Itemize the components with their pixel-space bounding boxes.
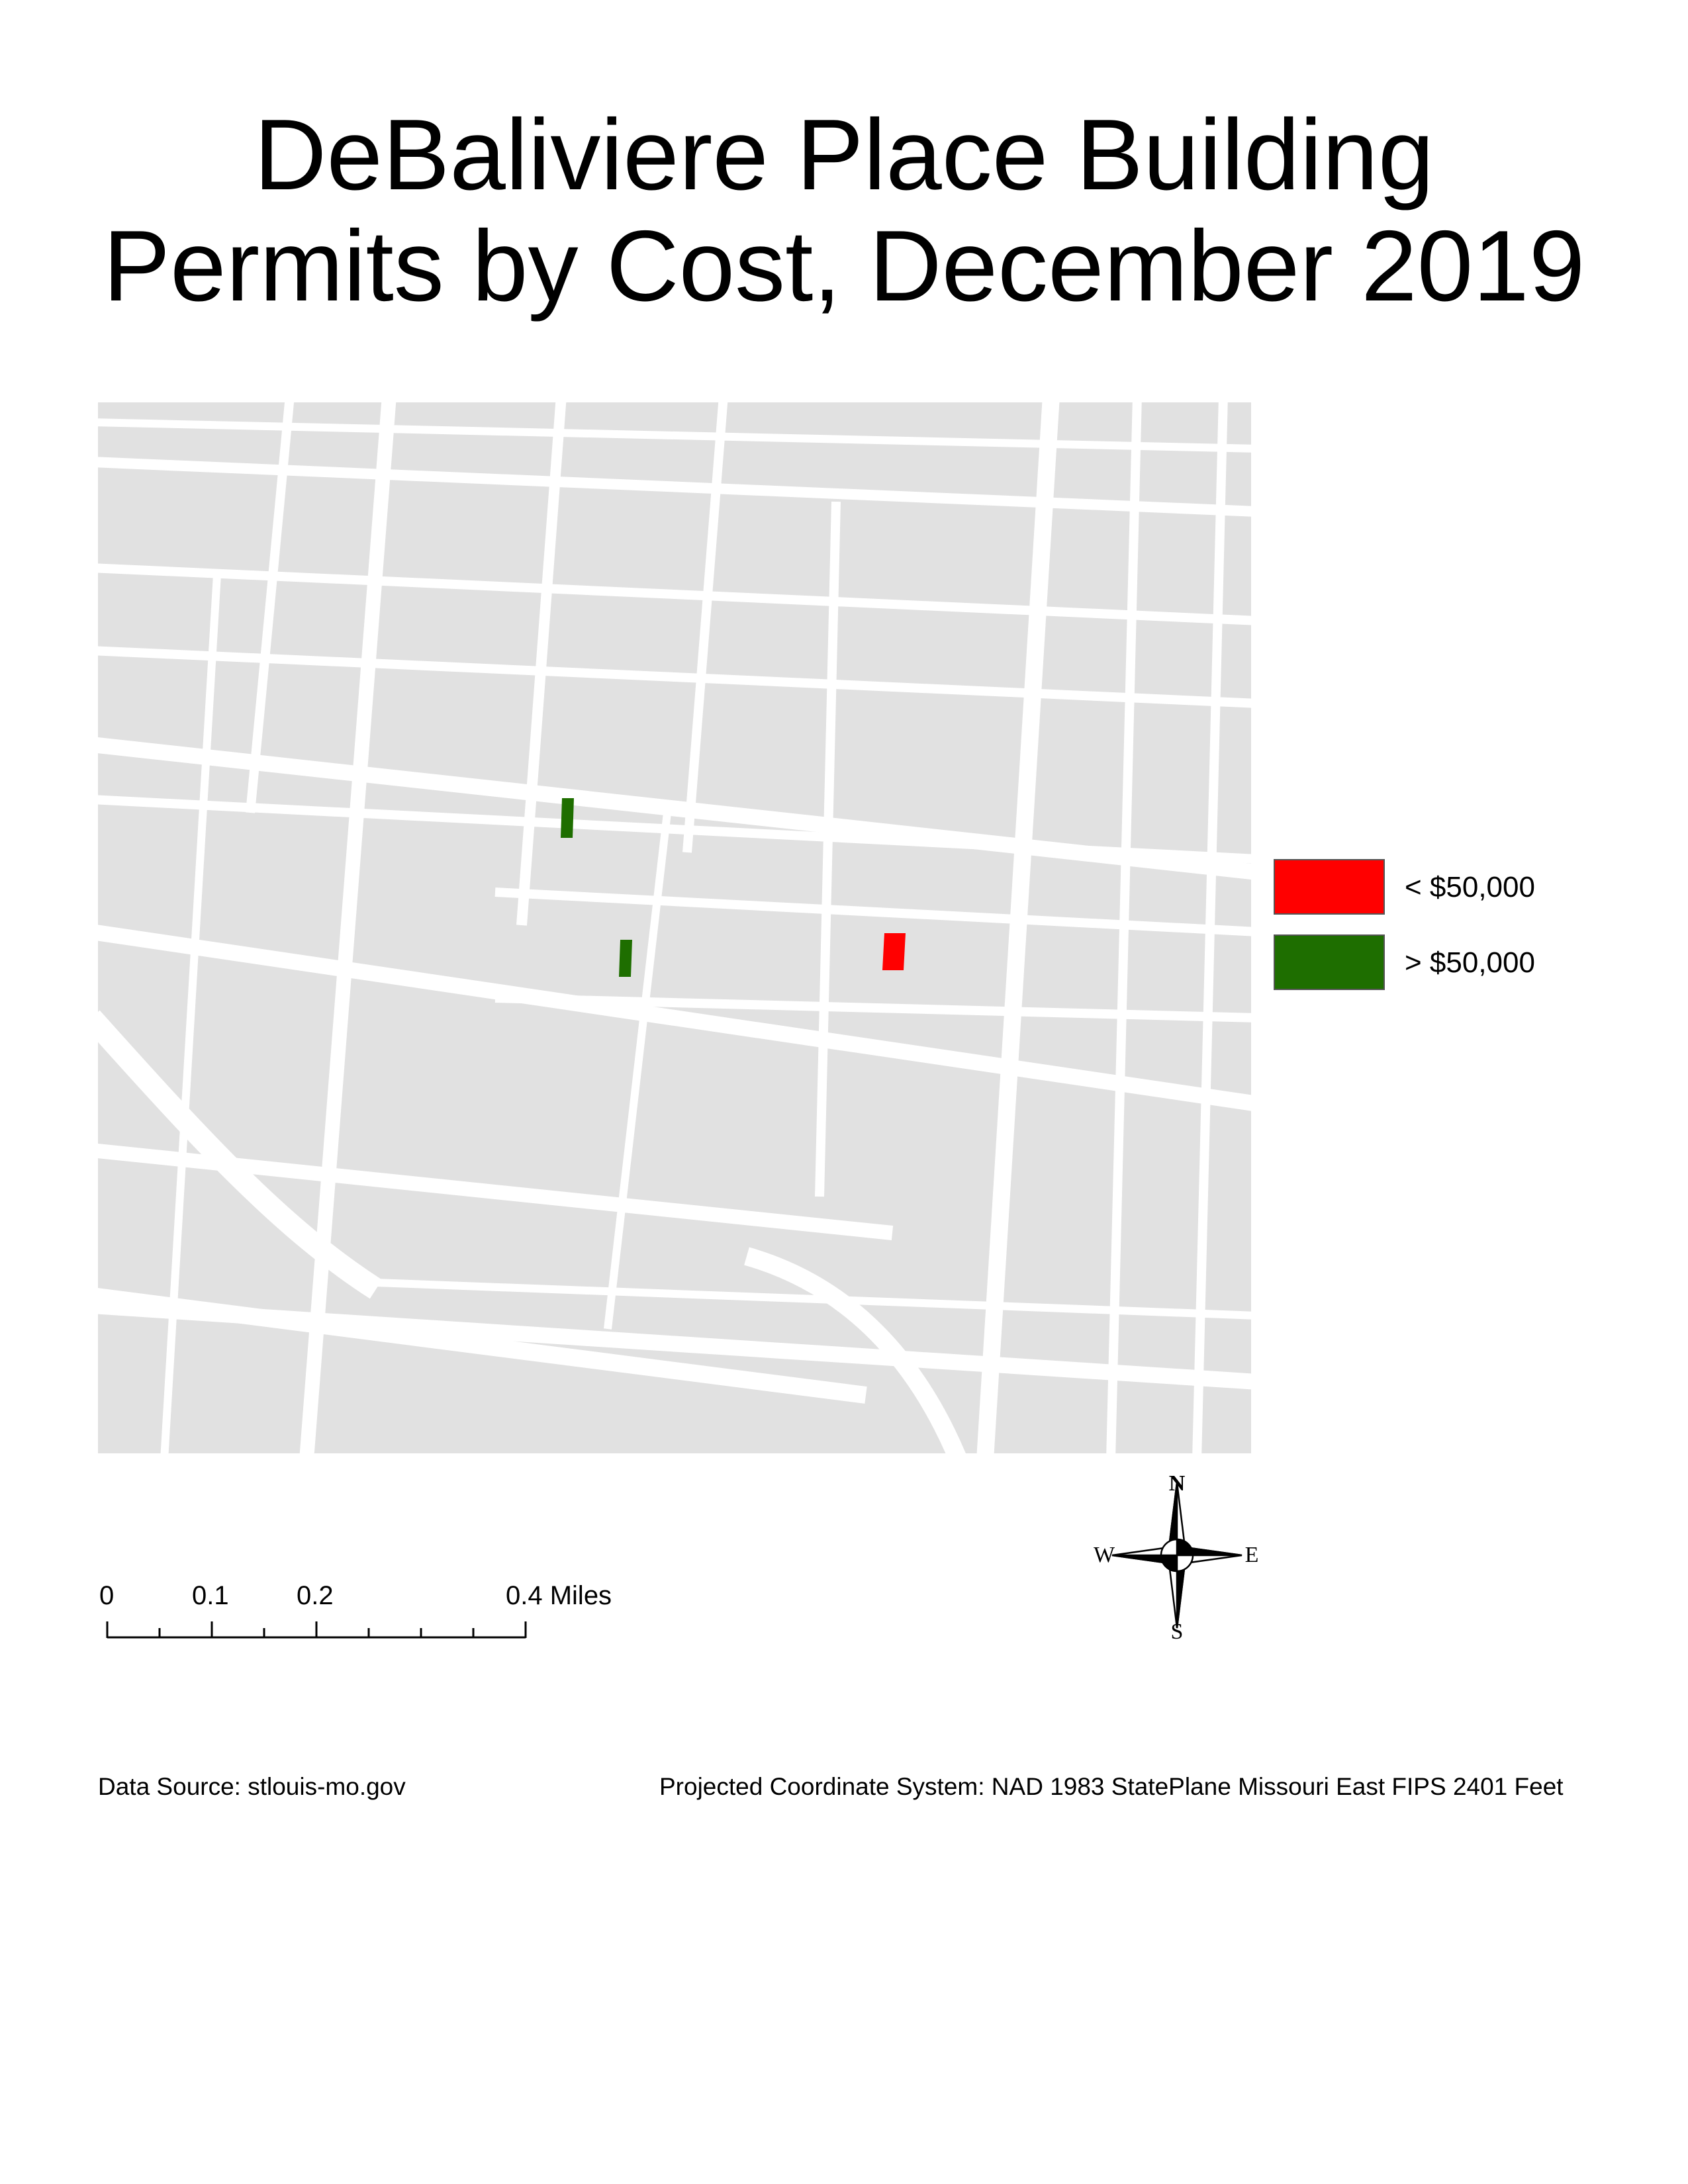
scale-bar: 0 0.1 0.2 0.4 Miles <box>99 1580 695 1660</box>
map-title: DeBaliviere Place Building Permits by Co… <box>0 99 1688 322</box>
map-title-line-2: Permits by Cost, December 2019 <box>103 210 1585 322</box>
street-map <box>98 402 1251 1453</box>
permit-parcel-over-50000 <box>561 798 574 838</box>
legend-label: > $50,000 <box>1405 946 1535 979</box>
projection-note: Projected Coordinate System: NAD 1983 St… <box>659 1773 1564 1800</box>
street <box>98 1288 867 1404</box>
compass-e-label: E <box>1245 1543 1259 1567</box>
curved-street <box>98 1010 383 1299</box>
street <box>98 925 1251 1111</box>
compass-quadrant <box>1160 1554 1178 1572</box>
street <box>976 402 1060 1453</box>
street <box>160 574 221 1453</box>
scale-bar-line <box>106 1621 527 1639</box>
compass-n-label: N <box>1169 1471 1186 1496</box>
permits-over-50000 <box>561 798 632 977</box>
legend-label: < $50,000 <box>1405 871 1535 903</box>
street <box>494 993 1251 1023</box>
street-network <box>98 402 1251 1453</box>
street <box>494 887 1251 936</box>
street <box>1192 402 1228 1453</box>
street <box>1106 402 1142 1453</box>
data-source-note: Data Source: stlouis-mo.gov <box>98 1773 406 1800</box>
compass-rose-icon: N E S W <box>1092 1471 1262 1644</box>
legend-swatch-green <box>1274 934 1385 990</box>
street <box>682 402 728 853</box>
permit-parcel-over-50000 <box>619 940 632 977</box>
permit-parcel-under-50000 <box>882 933 906 970</box>
street <box>98 563 1251 625</box>
street <box>246 402 295 813</box>
legend-swatch-red <box>1274 859 1385 915</box>
street <box>815 501 841 1197</box>
permits-under-50000 <box>882 933 906 970</box>
street <box>604 812 671 1330</box>
street <box>98 646 1251 708</box>
compass-s-label: S <box>1171 1619 1184 1640</box>
compass-w-label: W <box>1094 1543 1115 1567</box>
scale-label-0.1: 0.1 <box>192 1581 229 1610</box>
scale-label-0.2: 0.2 <box>297 1581 334 1610</box>
scale-label-0: 0 <box>99 1581 115 1610</box>
north-arrow-graphic: N E S W <box>1094 1471 1259 1644</box>
compass-quadrant <box>1176 1538 1194 1557</box>
street <box>98 795 1251 864</box>
curved-street <box>744 1247 966 1453</box>
map-title-line-1: DeBaliviere Place Building <box>254 99 1434 211</box>
street <box>516 402 567 926</box>
scale-label-0.4-miles: 0.4 Miles <box>506 1581 612 1610</box>
street <box>299 402 397 1453</box>
map-frame <box>98 402 1251 1453</box>
